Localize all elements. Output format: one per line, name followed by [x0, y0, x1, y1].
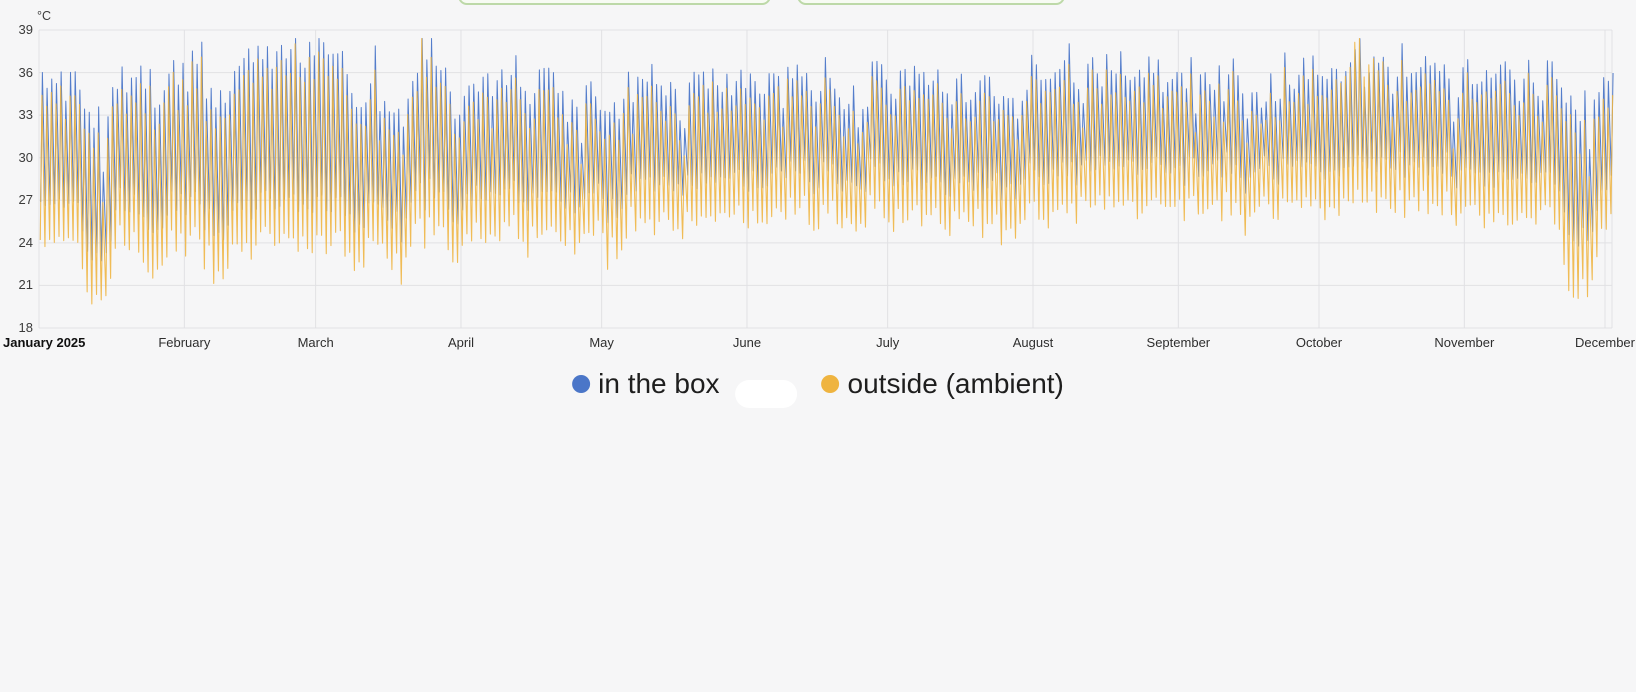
chart-legend: in the box outside (ambient): [572, 368, 1064, 408]
legend-label-outside-ambient: outside (ambient): [847, 368, 1064, 399]
legend-dot-in-the-box: [572, 375, 591, 393]
y-tick-label: 36: [18, 64, 33, 80]
x-tick-label: October: [1295, 335, 1343, 350]
y-tick-label: 27: [18, 192, 33, 208]
x-tick-label: July: [876, 335, 900, 350]
legend-dot-outside-ambient: [821, 375, 840, 393]
x-tick-label: May: [589, 335, 614, 350]
redaction-blob: [735, 380, 798, 408]
legend-label-in-the-box: in the box: [598, 368, 720, 399]
series-line-in-the-box: [40, 38, 1614, 262]
x-tick-label: November: [1434, 335, 1495, 350]
y-tick-label: 39: [18, 22, 33, 37]
y-tick-label: 33: [18, 107, 33, 123]
x-tick-label: April: [447, 335, 474, 350]
x-tick-label: August: [1012, 335, 1054, 350]
series-line-outside-ambient: [39, 37, 1614, 305]
x-tick-label: December: [1575, 335, 1635, 350]
chart-canvas: [38, 29, 1614, 329]
x-tick-label: June: [732, 335, 762, 350]
x-tick-label: February: [158, 335, 211, 350]
y-tick-label: 30: [18, 149, 33, 165]
y-tick-label: 24: [18, 234, 33, 250]
y-tick-label: 21: [18, 277, 33, 293]
y-axis-unit-label: °C: [37, 9, 52, 23]
x-tick-label: March: [297, 335, 334, 350]
legend-item-outside-ambient[interactable]: outside (ambient): [821, 368, 1064, 400]
legend-item-in-the-box[interactable]: in the box: [572, 368, 720, 400]
x-tick-label: January 2025: [3, 335, 86, 350]
y-tick-label: 18: [18, 320, 33, 335]
x-tick-label: September: [1146, 335, 1211, 350]
